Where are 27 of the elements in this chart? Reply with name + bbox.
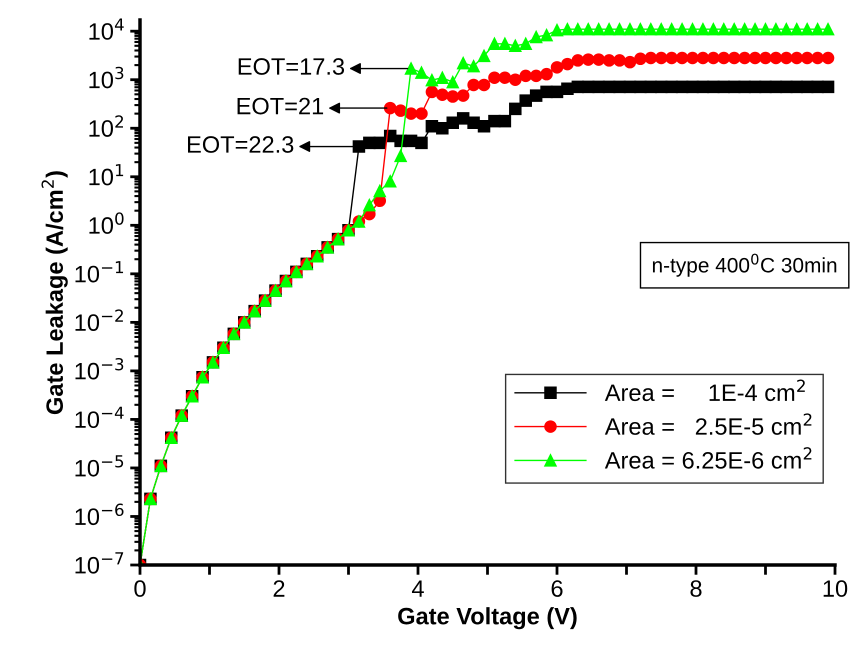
y-tick-label: 10$^{−2}$: [76, 309, 123, 331]
y-tick-label: 10$^{2}$: [89, 115, 123, 137]
x-tick-label: 10: [824, 580, 848, 597]
y-tick-label: 10$^{−4}$: [76, 406, 124, 428]
y-tick-label: 10$^{−5}$: [76, 455, 124, 477]
annotation: n-type 400$^{0}$C 30min: [652, 254, 836, 277]
x-tick-label: 0: [134, 580, 146, 597]
x-axis-title: Gate Voltage (V): [398, 607, 577, 630]
y-tick-label: 10$^{1}$: [89, 164, 124, 186]
x-tick-label: 8: [690, 580, 702, 597]
y-tick-label: 10$^{−1}$: [76, 261, 124, 282]
x-tick-label: 6: [552, 580, 563, 597]
legend-label: Area = 2.5E-5 cm$^{2}$: [604, 413, 812, 435]
x-tick-label: 4: [412, 580, 424, 597]
y-axis-title: Gate Leakage (A/cm$^{2}$): [41, 171, 68, 414]
annotation: EOT=21: [238, 98, 324, 114]
y-tick-label: 10$^{−6}$: [76, 504, 124, 526]
x-tick-label: 2: [274, 580, 284, 597]
y-tick-label: 10$^{3}$: [89, 66, 124, 88]
annotation: EOT=22.3: [188, 136, 294, 153]
annotation: EOT=17.3: [238, 58, 344, 75]
y-tick-label: 10$^{4}$: [89, 18, 124, 40]
y-tick-label: 10$^{−7}$: [76, 552, 124, 574]
legend-label: Area = 6.25E-6 cm$^{2}$: [604, 447, 812, 469]
legend-label: Area = 1E-4 cm$^{2}$: [604, 380, 805, 402]
y-tick-label: 10$^{0}$: [89, 212, 124, 234]
y-tick-label: 10$^{−3}$: [76, 358, 124, 380]
